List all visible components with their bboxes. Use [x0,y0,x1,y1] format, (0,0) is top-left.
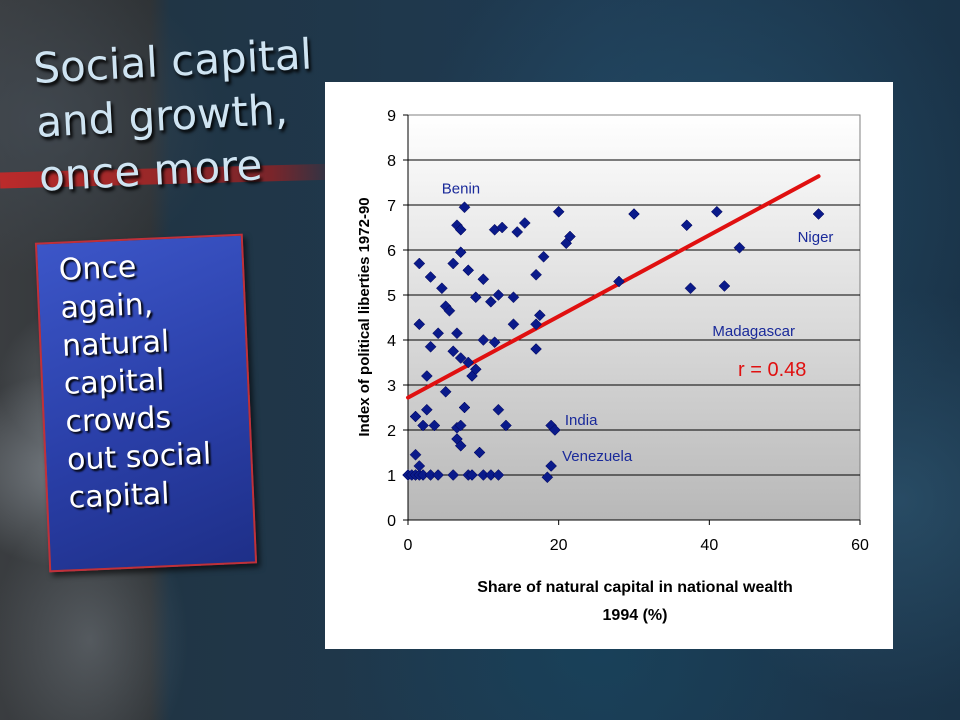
data-point [537,250,550,263]
data-point [684,282,697,295]
data-points [402,201,825,484]
data-point [447,469,460,481]
annotation-label: Madagascar [712,323,795,340]
data-point [413,257,426,270]
data-point [439,385,452,398]
data-point [564,230,576,243]
data-point [488,336,501,349]
trendline-group [406,174,821,400]
data-point [552,205,565,218]
x-tick-label: 40 [700,537,718,554]
data-point [462,356,475,369]
y-tick-label: 5 [387,288,396,305]
data-point [545,460,557,472]
scatter-chart: 0 1 2 3 4 5 6 7 8 9 0 20 40 60 Benin Niger Madagascar I… [356,108,869,624]
data-point [458,201,471,214]
callout-text: Once again, natural capital crowds out s… [58,243,269,517]
data-point [511,226,524,238]
data-point [420,370,433,382]
data-point [473,446,486,459]
data-point [447,345,460,358]
data-point [451,327,463,340]
data-point [718,280,731,292]
data-point [469,363,482,376]
point-annotations: Benin Niger Madagascar India Venezuela [442,180,834,465]
annotation-label: India [565,412,598,429]
data-point [492,469,505,481]
x-axis-ticks: 0 20 40 60 [404,519,869,554]
data-point [462,264,475,277]
data-point [454,352,467,364]
data-point [530,318,542,331]
y-tick-label: 9 [387,108,396,125]
plot-area [407,114,861,521]
data-point [443,304,456,317]
data-point [432,469,444,481]
y-axis-ticks: 0 1 2 3 4 5 6 7 8 9 [387,108,409,530]
x-tick-label: 60 [851,537,869,554]
data-point [530,343,542,355]
data-point [549,424,561,436]
data-point [458,401,471,414]
data-point [420,403,433,416]
y-tick-label: 1 [387,468,396,485]
data-point [541,471,554,484]
y-tick-label: 6 [387,243,396,260]
data-point [466,469,478,481]
data-point [492,289,505,301]
annotation-label: Venezuela [562,448,633,465]
annotation-label: Niger [798,229,834,246]
y-tick-label: 2 [387,423,396,440]
data-point [447,257,460,270]
data-point [424,271,437,283]
data-point [680,219,693,232]
data-point [812,208,825,220]
data-point [733,241,746,254]
x-axis-label-line-2: 1994 (%) [603,607,668,624]
data-point [492,403,505,416]
data-point [469,291,482,304]
data-point [477,334,490,346]
data-point [454,439,467,452]
y-tick-label: 8 [387,153,396,170]
data-point [500,419,512,432]
data-point [496,221,509,234]
data-point [454,246,467,259]
data-point [436,282,448,295]
data-point [711,205,723,218]
data-point [507,318,520,331]
x-tick-label: 20 [550,537,568,554]
data-point [409,448,422,461]
data-point [518,217,531,229]
data-point [454,223,467,236]
data-point [530,268,542,281]
correlation-label: r = 0.48 [738,359,806,381]
data-point [424,340,437,353]
data-point [417,419,429,432]
data-point [477,273,490,286]
data-point [432,327,444,340]
slide-title: Social capital and growth, once more [32,26,340,203]
data-point [613,275,625,288]
data-point [628,208,640,220]
data-point [507,291,520,304]
y-tick-label: 7 [387,198,396,215]
data-point [533,309,546,322]
chart-panel: 0 1 2 3 4 5 6 7 8 9 0 20 40 60 Benin Niger Madagascar I… [325,82,893,649]
data-point [413,460,426,472]
data-point [485,295,497,308]
y-tick-label: 3 [387,378,396,395]
data-point [454,419,467,432]
x-axis-label-line-1: Share of natural capital in national wea… [477,579,793,596]
annotation-label: Benin [442,180,480,197]
y-tick-label: 4 [387,333,396,350]
trendline [406,174,821,400]
data-point [409,410,422,423]
x-tick-label: 0 [404,537,413,554]
data-point [413,318,426,331]
data-point [428,419,441,432]
y-axis-label: Index of political liberties 1972-90 [356,197,373,436]
y-tick-label: 0 [387,513,396,530]
